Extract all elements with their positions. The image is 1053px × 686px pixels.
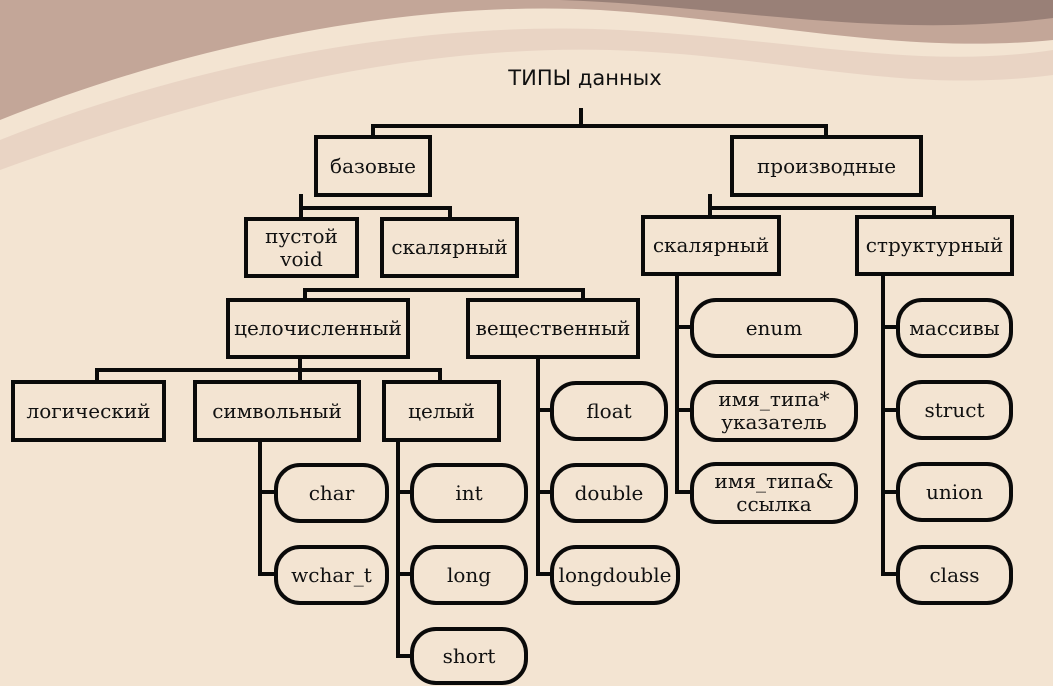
node-double: double [550,463,668,523]
node-pointer: имя_типа* указатель [690,380,858,442]
node-struct: struct [896,380,1013,440]
diagram-title: ТИПЫ данных [508,66,662,90]
node-wchar-t: wchar_t [274,545,389,605]
node-float: float [550,381,668,441]
node-scalar-derived: скалярный [641,215,781,276]
node-long: long [410,545,528,605]
node-integer: целочисленный [226,298,410,359]
node-logical: логический [11,380,166,442]
node-derived: производные [730,135,923,197]
node-arrays: массивы [896,298,1013,358]
node-scalar-basic: скалярный [380,217,519,278]
node-char: char [274,463,389,523]
node-symbolic: символьный [193,380,361,442]
node-class: class [896,545,1013,605]
node-int: int [410,463,528,523]
node-short: short [410,627,528,685]
node-basic: базовые [314,135,432,197]
node-structural: структурный [855,215,1014,276]
node-real: вещественный [466,298,640,359]
node-union: union [896,462,1013,522]
node-void: пустой void [244,217,359,278]
node-reference: имя_типа& ссылка [690,462,858,524]
node-enum: enum [690,298,858,358]
node-whole: целый [382,380,501,442]
node-longdouble: longdouble [550,545,680,605]
